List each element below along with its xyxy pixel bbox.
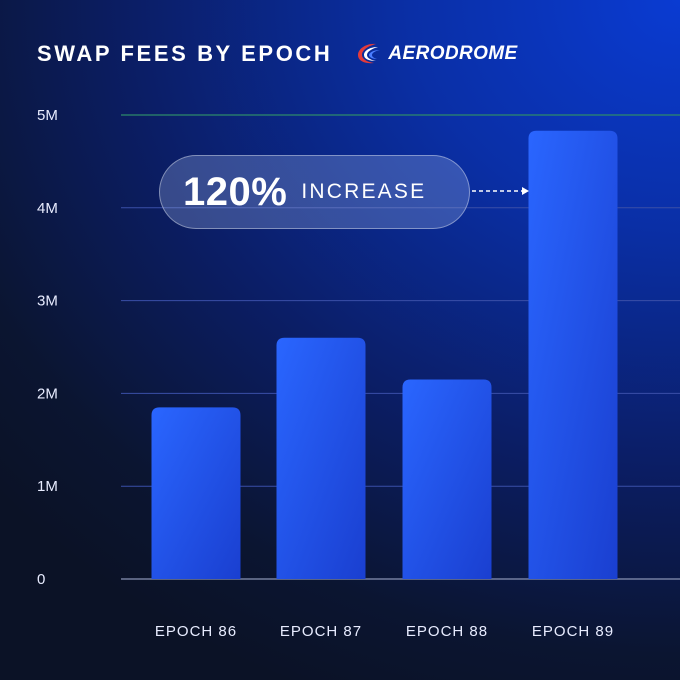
bar: [276, 337, 366, 579]
brand: AERODROME: [354, 41, 517, 67]
x-tick-label: EPOCH 87: [280, 623, 362, 640]
header: SWAP FEES BY EPOCH AERODROME: [37, 38, 518, 70]
y-tick-label: 3M: [37, 293, 58, 310]
callout-text: INCREASE: [301, 180, 427, 203]
x-tick-label: EPOCH 88: [406, 623, 488, 640]
bar: [528, 130, 618, 579]
y-tick-label: 5M: [37, 107, 58, 124]
y-tick-label: 2M: [37, 385, 58, 402]
bar: [151, 407, 241, 579]
callout-percent: 120%: [183, 169, 288, 214]
callout-arrow: [472, 187, 529, 195]
y-tick-label: 1M: [37, 478, 58, 495]
x-tick-label: EPOCH 86: [155, 623, 237, 640]
bars: [151, 130, 618, 579]
aerodrome-logo-icon: [358, 43, 381, 64]
increase-callout: 120% INCREASE: [159, 155, 470, 229]
y-tick-label: 0: [37, 571, 45, 588]
bar: [402, 379, 492, 579]
brand-name: AERODROME: [388, 43, 518, 64]
y-tick-label: 4M: [37, 200, 58, 217]
x-tick-label: EPOCH 89: [532, 623, 614, 640]
y-axis-ticks: 0 1M 2M 3M 4M 5M: [37, 107, 58, 588]
chart-title: SWAP FEES BY EPOCH: [37, 41, 333, 66]
x-axis-ticks: EPOCH 86 EPOCH 87 EPOCH 88 EPOCH 89: [155, 623, 614, 640]
